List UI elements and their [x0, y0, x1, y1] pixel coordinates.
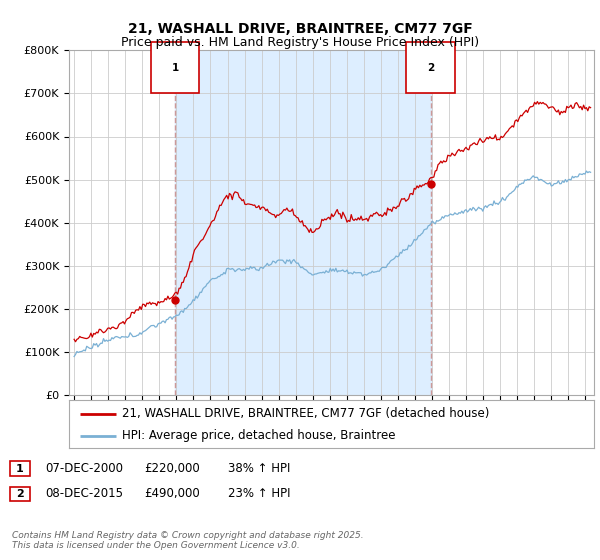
Text: 1: 1: [172, 63, 179, 73]
Text: £220,000: £220,000: [144, 462, 200, 475]
Text: 2: 2: [427, 63, 434, 73]
Text: 08-DEC-2015: 08-DEC-2015: [45, 487, 123, 501]
Text: 1: 1: [16, 464, 23, 474]
Text: 21, WASHALL DRIVE, BRAINTREE, CM77 7GF (detached house): 21, WASHALL DRIVE, BRAINTREE, CM77 7GF (…: [121, 407, 489, 420]
Text: Contains HM Land Registry data © Crown copyright and database right 2025.
This d: Contains HM Land Registry data © Crown c…: [12, 531, 364, 550]
Text: 38% ↑ HPI: 38% ↑ HPI: [228, 462, 290, 475]
Text: Price paid vs. HM Land Registry's House Price Index (HPI): Price paid vs. HM Land Registry's House …: [121, 36, 479, 49]
Bar: [175, 50, 431, 395]
Text: 2: 2: [16, 489, 23, 499]
Text: 21, WASHALL DRIVE, BRAINTREE, CM77 7GF: 21, WASHALL DRIVE, BRAINTREE, CM77 7GF: [128, 22, 472, 36]
Text: 07-DEC-2000: 07-DEC-2000: [45, 462, 123, 475]
Text: HPI: Average price, detached house, Braintree: HPI: Average price, detached house, Brai…: [121, 429, 395, 442]
Text: £490,000: £490,000: [144, 487, 200, 501]
Text: 23% ↑ HPI: 23% ↑ HPI: [228, 487, 290, 501]
